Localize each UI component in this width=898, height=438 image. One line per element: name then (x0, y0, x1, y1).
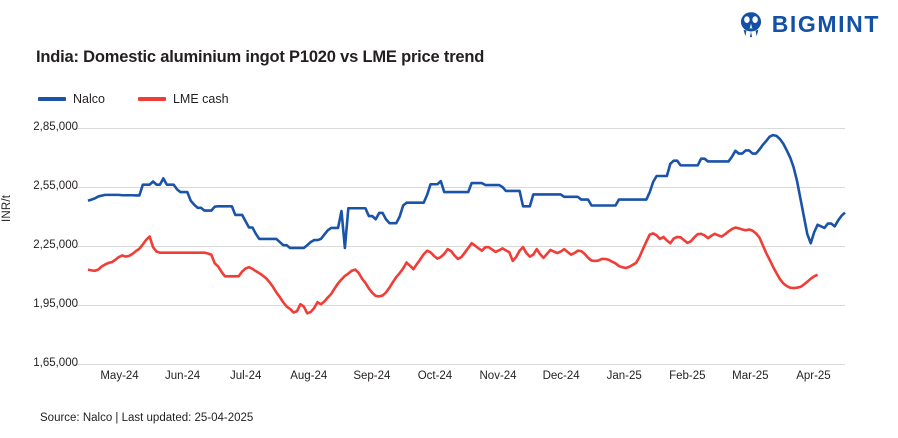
x-axis-tick-label: Sep-24 (353, 370, 391, 382)
x-axis-tick-label: Mar-25 (732, 370, 769, 382)
legend-label-lme-cash: LME cash (172, 92, 229, 106)
y-axis-tick-label: 1,95,000 (33, 298, 78, 310)
bigmint-logo-icon (740, 12, 761, 38)
source-note: Source: Nalco | Last updated: 25-04-2025 (40, 412, 254, 424)
x-axis-tick-label: Dec-24 (542, 370, 580, 382)
x-axis-tick-label: Aug-24 (290, 370, 328, 382)
y-axis-tick-label: 2,85,000 (33, 121, 78, 133)
x-axis-tick-label: Apr-25 (796, 370, 831, 382)
x-axis-tick-label: Jan-25 (606, 370, 642, 382)
series-line-lme-cash (87, 226, 819, 315)
x-axis-tick-label: Jul-24 (230, 370, 262, 382)
brand-name: BIGMINT (771, 10, 880, 37)
x-axis-tick-label: Nov-24 (479, 370, 517, 382)
chart-title: India: Domestic aluminium ingot P1020 vs… (36, 48, 485, 66)
legend-label-nalco: Nalco (73, 92, 105, 106)
legend-item-nalco[interactable]: Nalco (38, 92, 105, 106)
legend-swatch-nalco (38, 97, 66, 101)
y-axis-tick-label: 2,55,000 (33, 180, 78, 192)
legend-swatch-lme-cash (137, 97, 166, 101)
x-axis-tick-label: Oct-24 (417, 370, 453, 382)
y-axis-tick-label: 2,25,000 (33, 239, 78, 251)
x-axis-tick-label: May-24 (100, 370, 139, 382)
series-lines (87, 133, 846, 315)
gridlines (74, 128, 845, 365)
brand-bar: BIGMINT (737, 8, 880, 40)
x-axis-tick-label: Jun-24 (165, 370, 201, 382)
series-line-nalco (87, 133, 846, 250)
x-axis-tick-label: Feb-25 (669, 370, 706, 382)
chart-legend: Nalco LME cash (38, 91, 229, 107)
y-axis-tick-label: 1,65,000 (33, 357, 78, 369)
legend-item-lme-cash[interactable]: LME cash (137, 92, 229, 106)
